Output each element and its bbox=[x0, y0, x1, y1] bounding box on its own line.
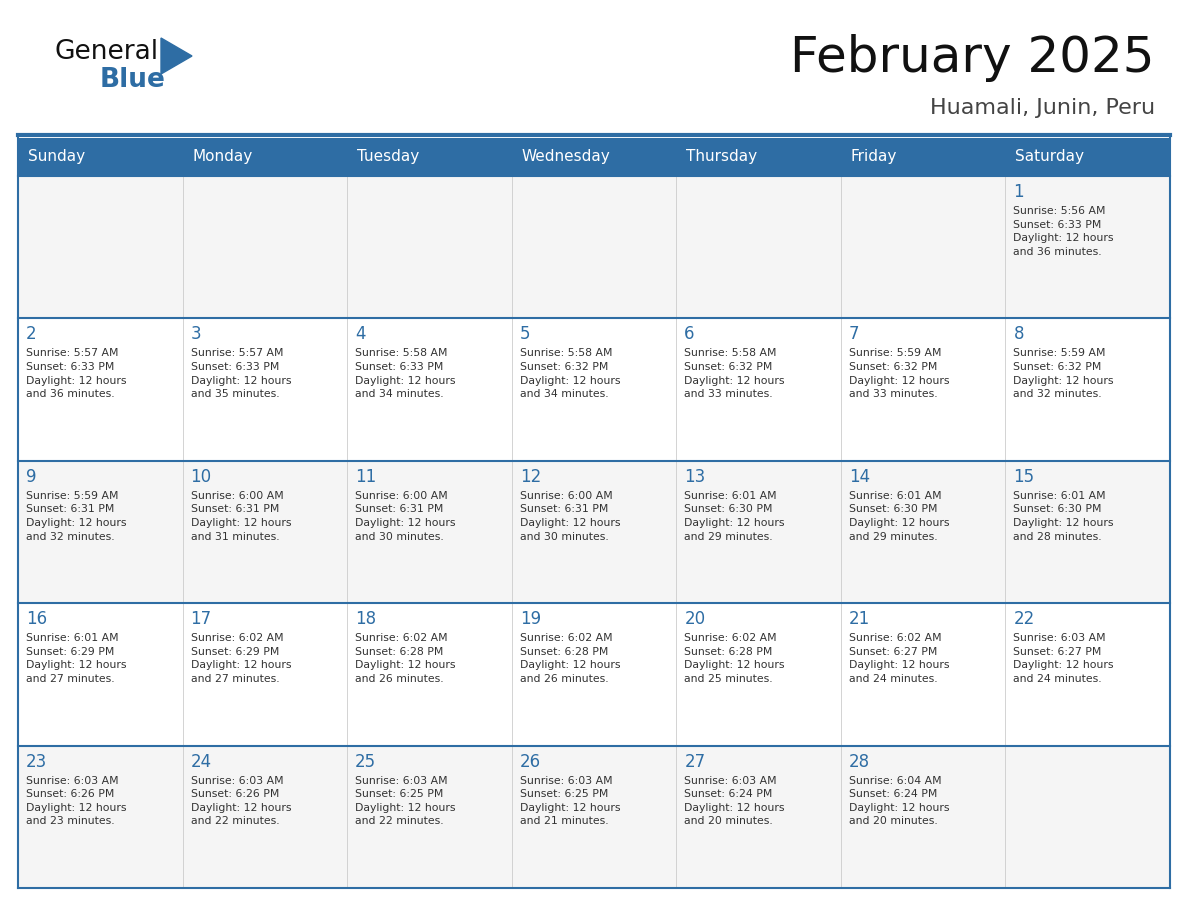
Text: Wednesday: Wednesday bbox=[522, 150, 611, 164]
Bar bbox=[18, 745, 1170, 888]
Text: 11: 11 bbox=[355, 468, 377, 486]
Text: 14: 14 bbox=[849, 468, 870, 486]
Text: Sunrise: 5:59 AM
Sunset: 6:32 PM
Daylight: 12 hours
and 32 minutes.: Sunrise: 5:59 AM Sunset: 6:32 PM Dayligh… bbox=[1013, 349, 1114, 399]
Text: Sunrise: 5:59 AM
Sunset: 6:32 PM
Daylight: 12 hours
and 33 minutes.: Sunrise: 5:59 AM Sunset: 6:32 PM Dayligh… bbox=[849, 349, 949, 399]
Text: 9: 9 bbox=[26, 468, 37, 486]
Text: Sunrise: 6:02 AM
Sunset: 6:27 PM
Daylight: 12 hours
and 24 minutes.: Sunrise: 6:02 AM Sunset: 6:27 PM Dayligh… bbox=[849, 633, 949, 684]
Polygon shape bbox=[162, 38, 192, 74]
Text: Saturday: Saturday bbox=[1016, 150, 1085, 164]
Bar bbox=[18, 176, 1170, 319]
Text: 23: 23 bbox=[26, 753, 48, 770]
Text: 2: 2 bbox=[26, 325, 37, 343]
Text: Sunrise: 6:03 AM
Sunset: 6:27 PM
Daylight: 12 hours
and 24 minutes.: Sunrise: 6:03 AM Sunset: 6:27 PM Dayligh… bbox=[1013, 633, 1114, 684]
Text: 12: 12 bbox=[519, 468, 541, 486]
Text: Sunrise: 5:58 AM
Sunset: 6:33 PM
Daylight: 12 hours
and 34 minutes.: Sunrise: 5:58 AM Sunset: 6:33 PM Dayligh… bbox=[355, 349, 456, 399]
Text: Sunrise: 6:02 AM
Sunset: 6:28 PM
Daylight: 12 hours
and 26 minutes.: Sunrise: 6:02 AM Sunset: 6:28 PM Dayligh… bbox=[355, 633, 456, 684]
Text: Blue: Blue bbox=[100, 67, 166, 93]
Text: Sunrise: 6:03 AM
Sunset: 6:26 PM
Daylight: 12 hours
and 22 minutes.: Sunrise: 6:03 AM Sunset: 6:26 PM Dayligh… bbox=[190, 776, 291, 826]
Text: Sunrise: 6:04 AM
Sunset: 6:24 PM
Daylight: 12 hours
and 20 minutes.: Sunrise: 6:04 AM Sunset: 6:24 PM Dayligh… bbox=[849, 776, 949, 826]
Text: Huamali, Junin, Peru: Huamali, Junin, Peru bbox=[930, 98, 1155, 118]
Text: 28: 28 bbox=[849, 753, 870, 770]
Text: 4: 4 bbox=[355, 325, 366, 343]
Text: Sunrise: 6:02 AM
Sunset: 6:28 PM
Daylight: 12 hours
and 25 minutes.: Sunrise: 6:02 AM Sunset: 6:28 PM Dayligh… bbox=[684, 633, 785, 684]
Text: Thursday: Thursday bbox=[687, 150, 758, 164]
Text: Sunrise: 5:58 AM
Sunset: 6:32 PM
Daylight: 12 hours
and 34 minutes.: Sunrise: 5:58 AM Sunset: 6:32 PM Dayligh… bbox=[519, 349, 620, 399]
Text: 10: 10 bbox=[190, 468, 211, 486]
Text: Sunrise: 6:01 AM
Sunset: 6:29 PM
Daylight: 12 hours
and 27 minutes.: Sunrise: 6:01 AM Sunset: 6:29 PM Dayligh… bbox=[26, 633, 126, 684]
Text: Sunrise: 6:02 AM
Sunset: 6:28 PM
Daylight: 12 hours
and 26 minutes.: Sunrise: 6:02 AM Sunset: 6:28 PM Dayligh… bbox=[519, 633, 620, 684]
Text: 13: 13 bbox=[684, 468, 706, 486]
Text: 22: 22 bbox=[1013, 610, 1035, 628]
Text: 19: 19 bbox=[519, 610, 541, 628]
Text: General: General bbox=[55, 39, 159, 65]
Text: Sunrise: 5:59 AM
Sunset: 6:31 PM
Daylight: 12 hours
and 32 minutes.: Sunrise: 5:59 AM Sunset: 6:31 PM Dayligh… bbox=[26, 491, 126, 542]
Text: Sunrise: 6:01 AM
Sunset: 6:30 PM
Daylight: 12 hours
and 28 minutes.: Sunrise: 6:01 AM Sunset: 6:30 PM Dayligh… bbox=[1013, 491, 1114, 542]
Text: Tuesday: Tuesday bbox=[358, 150, 419, 164]
Bar bbox=[18, 138, 1170, 176]
Text: Monday: Monday bbox=[192, 150, 253, 164]
Text: 1: 1 bbox=[1013, 183, 1024, 201]
Text: 5: 5 bbox=[519, 325, 530, 343]
Text: Sunrise: 6:03 AM
Sunset: 6:24 PM
Daylight: 12 hours
and 20 minutes.: Sunrise: 6:03 AM Sunset: 6:24 PM Dayligh… bbox=[684, 776, 785, 826]
Text: Sunrise: 5:56 AM
Sunset: 6:33 PM
Daylight: 12 hours
and 36 minutes.: Sunrise: 5:56 AM Sunset: 6:33 PM Dayligh… bbox=[1013, 206, 1114, 257]
Text: Friday: Friday bbox=[851, 150, 897, 164]
Text: 20: 20 bbox=[684, 610, 706, 628]
Text: 16: 16 bbox=[26, 610, 48, 628]
Text: Sunrise: 6:02 AM
Sunset: 6:29 PM
Daylight: 12 hours
and 27 minutes.: Sunrise: 6:02 AM Sunset: 6:29 PM Dayligh… bbox=[190, 633, 291, 684]
Bar bbox=[18, 319, 1170, 461]
Bar bbox=[18, 603, 1170, 745]
Text: 7: 7 bbox=[849, 325, 859, 343]
Text: 8: 8 bbox=[1013, 325, 1024, 343]
Text: Sunrise: 5:58 AM
Sunset: 6:32 PM
Daylight: 12 hours
and 33 minutes.: Sunrise: 5:58 AM Sunset: 6:32 PM Dayligh… bbox=[684, 349, 785, 399]
Text: 3: 3 bbox=[190, 325, 201, 343]
Text: Sunrise: 5:57 AM
Sunset: 6:33 PM
Daylight: 12 hours
and 36 minutes.: Sunrise: 5:57 AM Sunset: 6:33 PM Dayligh… bbox=[26, 349, 126, 399]
Text: Sunrise: 6:03 AM
Sunset: 6:25 PM
Daylight: 12 hours
and 21 minutes.: Sunrise: 6:03 AM Sunset: 6:25 PM Dayligh… bbox=[519, 776, 620, 826]
Text: Sunrise: 6:01 AM
Sunset: 6:30 PM
Daylight: 12 hours
and 29 minutes.: Sunrise: 6:01 AM Sunset: 6:30 PM Dayligh… bbox=[684, 491, 785, 542]
Text: Sunrise: 6:00 AM
Sunset: 6:31 PM
Daylight: 12 hours
and 30 minutes.: Sunrise: 6:00 AM Sunset: 6:31 PM Dayligh… bbox=[355, 491, 456, 542]
Text: February 2025: February 2025 bbox=[790, 34, 1155, 82]
Text: Sunrise: 6:03 AM
Sunset: 6:25 PM
Daylight: 12 hours
and 22 minutes.: Sunrise: 6:03 AM Sunset: 6:25 PM Dayligh… bbox=[355, 776, 456, 826]
Text: Sunday: Sunday bbox=[29, 150, 86, 164]
Text: 15: 15 bbox=[1013, 468, 1035, 486]
Text: Sunrise: 6:00 AM
Sunset: 6:31 PM
Daylight: 12 hours
and 30 minutes.: Sunrise: 6:00 AM Sunset: 6:31 PM Dayligh… bbox=[519, 491, 620, 542]
Bar bbox=[18, 461, 1170, 603]
Text: 17: 17 bbox=[190, 610, 211, 628]
Text: 21: 21 bbox=[849, 610, 870, 628]
Text: 18: 18 bbox=[355, 610, 377, 628]
Text: Sunrise: 6:00 AM
Sunset: 6:31 PM
Daylight: 12 hours
and 31 minutes.: Sunrise: 6:00 AM Sunset: 6:31 PM Dayligh… bbox=[190, 491, 291, 542]
Text: Sunrise: 6:03 AM
Sunset: 6:26 PM
Daylight: 12 hours
and 23 minutes.: Sunrise: 6:03 AM Sunset: 6:26 PM Dayligh… bbox=[26, 776, 126, 826]
Text: Sunrise: 5:57 AM
Sunset: 6:33 PM
Daylight: 12 hours
and 35 minutes.: Sunrise: 5:57 AM Sunset: 6:33 PM Dayligh… bbox=[190, 349, 291, 399]
Text: 24: 24 bbox=[190, 753, 211, 770]
Text: 6: 6 bbox=[684, 325, 695, 343]
Text: 25: 25 bbox=[355, 753, 377, 770]
Text: 27: 27 bbox=[684, 753, 706, 770]
Text: 26: 26 bbox=[519, 753, 541, 770]
Text: Sunrise: 6:01 AM
Sunset: 6:30 PM
Daylight: 12 hours
and 29 minutes.: Sunrise: 6:01 AM Sunset: 6:30 PM Dayligh… bbox=[849, 491, 949, 542]
